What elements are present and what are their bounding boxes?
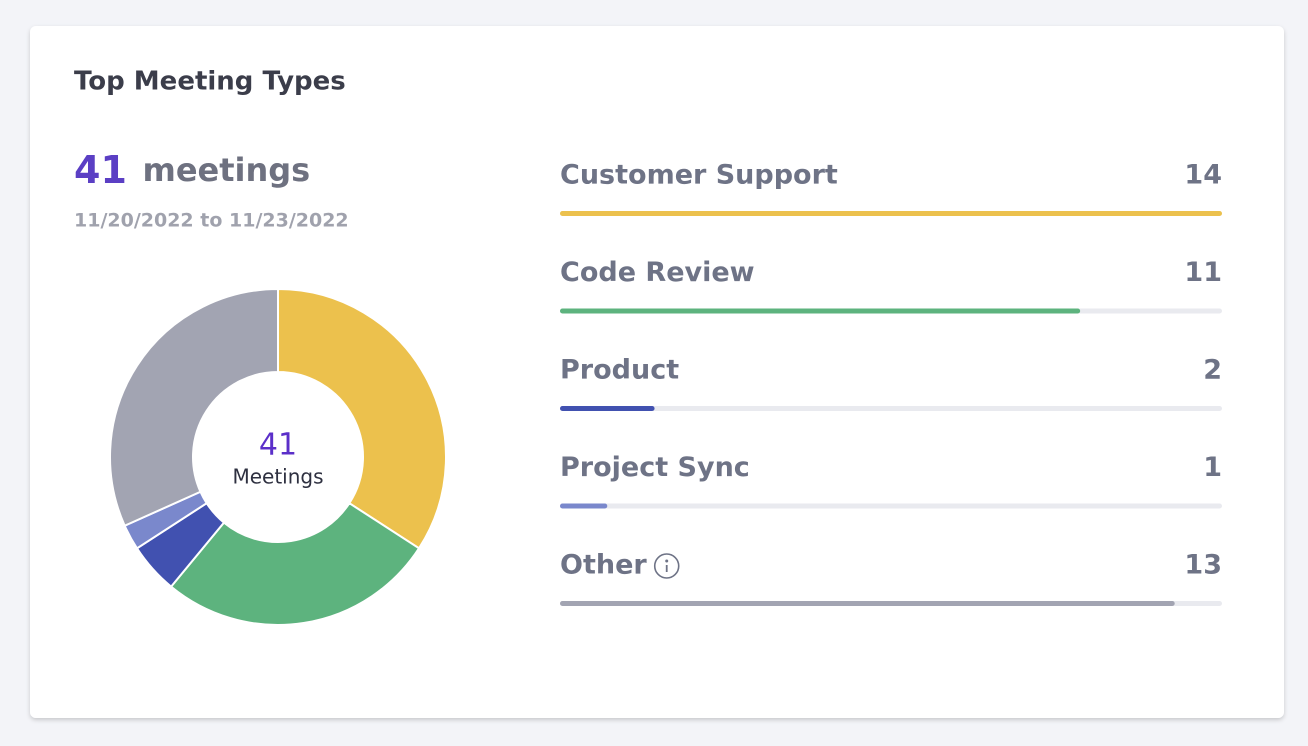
category-label: Product [560,355,679,386]
category-label: Project Sync [560,452,750,483]
donut-center-label: Meetings [232,465,323,489]
category-value: 14 [1184,160,1222,191]
donut-chart [109,287,447,626]
category-label: Customer Support [560,160,838,191]
total-count: 41 [74,148,127,192]
category-value: 13 [1184,550,1222,581]
donut-slice [169,501,421,626]
bar [560,503,608,509]
category-value: 2 [1203,355,1222,386]
donut-slice [109,287,279,528]
card-title: Top Meeting Types [74,67,346,97]
total-heading: 41 meetings [74,148,310,192]
donut-slice [277,287,447,550]
bar [560,211,1222,216]
bar [560,308,1081,314]
category-value: 1 [1203,452,1222,483]
info-icon-dot [665,559,669,563]
bar [560,601,1175,606]
category-label: Code Review [560,257,755,288]
bar-track [560,503,1222,509]
category-label: Other [560,550,647,581]
bar [560,406,655,411]
date-range: 11/20/2022 to 11/23/2022 [74,210,349,232]
bar-track [560,406,1222,411]
donut-center-count: 41 [259,428,297,463]
total-unit: meetings [142,151,310,189]
bar-list: Customer Support 14 Code Review 11 Product 2 P… [560,160,1222,606]
category-value: 11 [1184,257,1222,288]
info-icon[interactable] [653,553,680,579]
